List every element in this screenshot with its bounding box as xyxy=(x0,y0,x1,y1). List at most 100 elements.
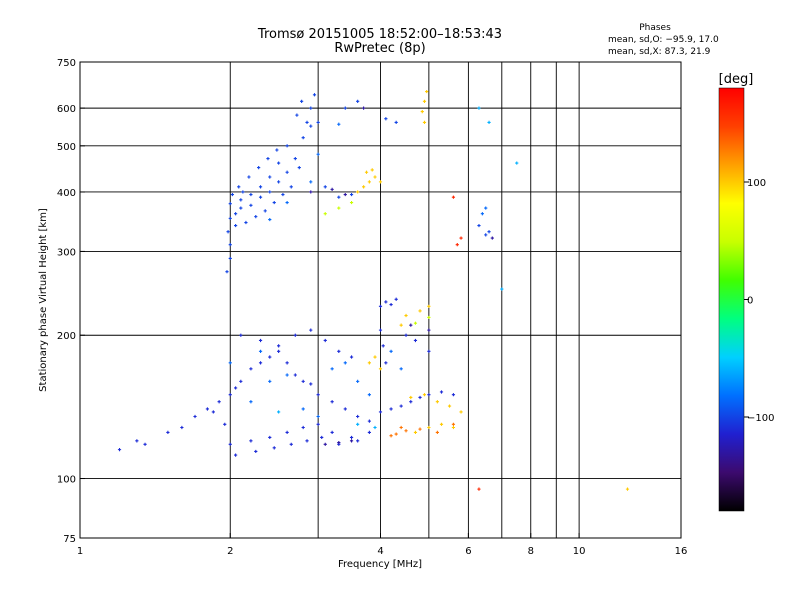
data-point xyxy=(285,170,289,174)
data-point xyxy=(249,439,253,443)
data-point xyxy=(239,379,243,383)
data-point xyxy=(349,192,354,197)
data-point xyxy=(228,216,232,220)
x-tick-label: 8 xyxy=(528,546,534,557)
colorbar: [deg] 100 0 −100 xyxy=(718,72,774,512)
data-point xyxy=(239,333,243,337)
colorbar-tick-label: 100 xyxy=(747,178,766,189)
data-point xyxy=(289,442,293,446)
data-point xyxy=(234,223,238,228)
data-point xyxy=(367,419,371,423)
data-point xyxy=(285,144,289,148)
data-point xyxy=(337,195,341,199)
data-point xyxy=(490,236,494,240)
data-point xyxy=(367,180,371,184)
data-point xyxy=(249,367,253,371)
data-point xyxy=(258,349,263,353)
data-point xyxy=(367,361,371,365)
data-point xyxy=(257,166,261,170)
data-point xyxy=(399,404,403,408)
data-point xyxy=(425,89,429,94)
data-point xyxy=(285,373,289,377)
data-point xyxy=(249,192,253,197)
stats-heading: Phases xyxy=(639,23,671,33)
data-point xyxy=(356,99,360,103)
data-point xyxy=(378,304,383,308)
data-point xyxy=(285,361,289,365)
data-point xyxy=(301,379,305,383)
data-point xyxy=(258,195,263,199)
data-point xyxy=(211,410,215,414)
data-point xyxy=(316,422,320,426)
data-point xyxy=(277,410,281,414)
data-point xyxy=(389,407,393,411)
data-point xyxy=(409,400,413,404)
data-point xyxy=(404,429,408,433)
data-point xyxy=(237,185,241,189)
colorbar-tick-label: −100 xyxy=(747,413,774,424)
data-point xyxy=(451,425,456,430)
data-point xyxy=(228,361,232,365)
data-point xyxy=(451,393,456,397)
data-point xyxy=(301,407,305,411)
y-axis-ticks: 75 100 200 300 400 500 600 750 xyxy=(57,58,85,545)
data-point xyxy=(337,122,341,126)
data-point xyxy=(487,230,491,234)
y-tick-label: 200 xyxy=(57,331,76,342)
data-point xyxy=(394,432,398,436)
data-point xyxy=(166,430,170,434)
data-point xyxy=(228,393,232,397)
data-point xyxy=(422,120,427,124)
data-point xyxy=(249,400,253,404)
data-point xyxy=(323,338,327,343)
chart-subtitle: RwPretec (8p) xyxy=(334,41,425,56)
data-point xyxy=(427,328,431,332)
data-point xyxy=(356,190,360,194)
data-point xyxy=(309,328,313,332)
data-point xyxy=(484,233,488,237)
data-point xyxy=(301,425,305,430)
data-point xyxy=(228,243,232,247)
data-point xyxy=(389,349,393,353)
data-point xyxy=(258,338,263,343)
data-point xyxy=(422,99,427,103)
data-point xyxy=(300,99,304,103)
data-point xyxy=(399,323,403,327)
data-point xyxy=(309,382,313,386)
colorbar-tick-label: 0 xyxy=(747,296,753,307)
data-point xyxy=(316,120,320,124)
data-point xyxy=(389,434,393,438)
data-point xyxy=(394,297,398,301)
data-point xyxy=(320,435,324,440)
x-tick-label: 10 xyxy=(573,546,586,557)
data-point xyxy=(404,313,408,318)
data-point xyxy=(477,106,481,110)
data-point xyxy=(343,106,347,110)
y-tick-label: 400 xyxy=(57,188,76,199)
data-point xyxy=(234,212,238,216)
data-point xyxy=(143,442,147,446)
data-point xyxy=(223,422,227,426)
data-point xyxy=(241,190,245,194)
data-point xyxy=(277,344,281,348)
data-point xyxy=(409,395,413,400)
data-point xyxy=(228,202,232,206)
data-point xyxy=(239,206,243,210)
data-point xyxy=(316,414,320,419)
data-point xyxy=(394,120,398,124)
data-point xyxy=(399,367,403,371)
data-point xyxy=(337,206,341,210)
data-point xyxy=(384,361,388,365)
colorbar-gradient xyxy=(718,87,745,512)
data-point xyxy=(330,430,334,434)
plot-area: 1 2 4 6 8 10 16 75 100 200 300 400 500 600 750 xyxy=(57,58,687,557)
data-point xyxy=(356,379,360,383)
data-point xyxy=(343,361,347,365)
y-tick-label: 100 xyxy=(57,475,76,486)
data-point xyxy=(228,256,232,261)
x-axis-ticks: 1 2 4 6 8 10 16 xyxy=(77,533,687,557)
data-point xyxy=(349,200,354,205)
data-point xyxy=(234,386,238,390)
data-point xyxy=(268,355,272,359)
